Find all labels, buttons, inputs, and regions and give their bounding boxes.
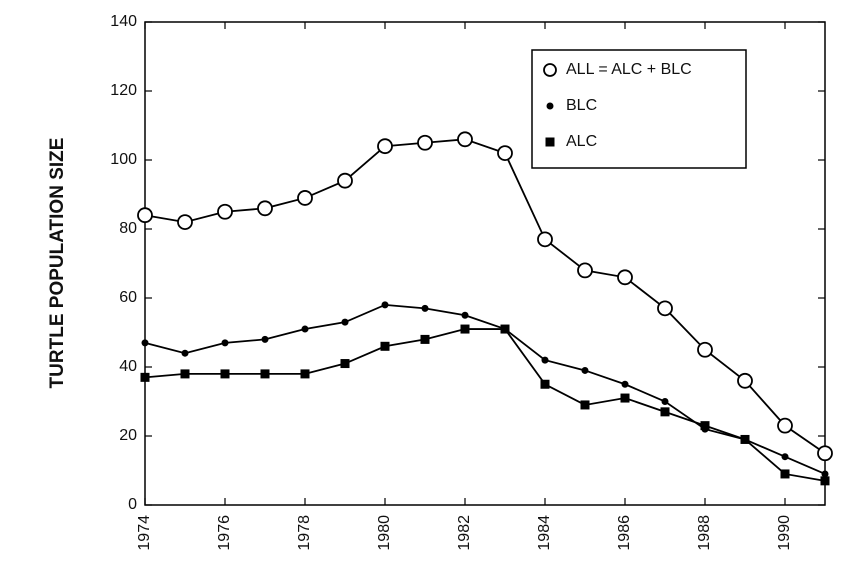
marker	[300, 369, 310, 379]
marker	[177, 214, 193, 231]
marker	[181, 349, 189, 357]
marker	[220, 369, 230, 379]
marker	[537, 231, 553, 248]
marker	[217, 203, 233, 220]
marker	[221, 339, 229, 347]
y-tick-label: 40	[119, 358, 137, 375]
marker	[543, 63, 557, 77]
marker	[737, 372, 753, 389]
marker	[261, 335, 269, 343]
marker	[661, 398, 669, 405]
marker	[545, 137, 555, 147]
y-tick-label: 0	[128, 496, 137, 513]
marker	[260, 369, 270, 379]
legend-box	[531, 49, 747, 169]
y-tick-label: 120	[110, 82, 137, 99]
x-tick-label: 1976	[216, 515, 233, 551]
marker	[297, 190, 313, 206]
marker	[617, 269, 633, 286]
marker	[781, 453, 789, 461]
marker	[340, 359, 350, 369]
x-tick-label: 1986	[616, 515, 633, 551]
marker	[500, 324, 510, 334]
marker	[820, 476, 830, 486]
marker	[457, 131, 473, 148]
marker	[381, 301, 389, 309]
marker	[420, 334, 430, 344]
legend-label: ALC	[566, 133, 597, 150]
marker	[257, 200, 273, 217]
series-line	[144, 138, 826, 454]
marker	[301, 325, 309, 333]
y-tick-label: 140	[110, 13, 137, 30]
marker	[137, 207, 153, 224]
marker	[817, 445, 833, 462]
marker	[621, 380, 629, 388]
marker	[540, 379, 550, 389]
marker	[657, 300, 673, 317]
legend-label: BLC	[566, 97, 597, 114]
marker	[541, 356, 549, 364]
marker	[497, 145, 513, 162]
y-tick-label: 80	[119, 220, 137, 237]
x-tick-label: 1988	[696, 515, 713, 551]
x-tick-label: 1974	[136, 515, 153, 551]
y-tick-label: 20	[119, 427, 137, 444]
marker	[140, 372, 150, 382]
marker	[341, 318, 349, 326]
marker	[581, 366, 589, 374]
marker	[660, 407, 670, 417]
x-tick-label: 1980	[376, 515, 393, 551]
marker	[546, 102, 554, 110]
x-tick-label: 1990	[776, 515, 793, 551]
marker	[380, 341, 390, 351]
x-tick-label: 1978	[296, 515, 313, 551]
y-tick-label: 100	[110, 151, 137, 168]
marker	[337, 172, 353, 189]
marker	[180, 369, 190, 379]
x-tick-label: 1982	[456, 515, 473, 551]
legend-label: ALL = ALC + BLC	[566, 61, 692, 78]
x-tick-label: 1984	[536, 515, 553, 551]
marker	[461, 311, 469, 319]
marker	[580, 400, 590, 410]
y-axis-label: TURTLE POPULATION SIZE	[47, 138, 68, 389]
series-line	[144, 328, 826, 482]
marker	[460, 324, 470, 334]
marker	[577, 262, 593, 279]
y-tick-label: 60	[119, 289, 137, 306]
marker	[141, 339, 149, 347]
marker	[421, 304, 429, 312]
plot-frame	[144, 21, 826, 506]
marker	[700, 421, 710, 431]
marker	[780, 469, 790, 479]
marker	[620, 393, 630, 403]
marker	[821, 470, 829, 478]
marker	[697, 341, 713, 358]
series-line	[144, 303, 826, 475]
marker	[417, 134, 433, 151]
marker	[777, 417, 793, 434]
marker	[377, 138, 393, 155]
marker	[740, 434, 750, 444]
legend: ALL = ALC + BLC BLC ALC	[531, 49, 747, 169]
